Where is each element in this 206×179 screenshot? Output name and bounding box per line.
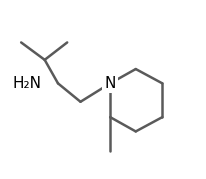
Text: H₂N: H₂N [13, 76, 42, 91]
Text: N: N [104, 76, 116, 91]
